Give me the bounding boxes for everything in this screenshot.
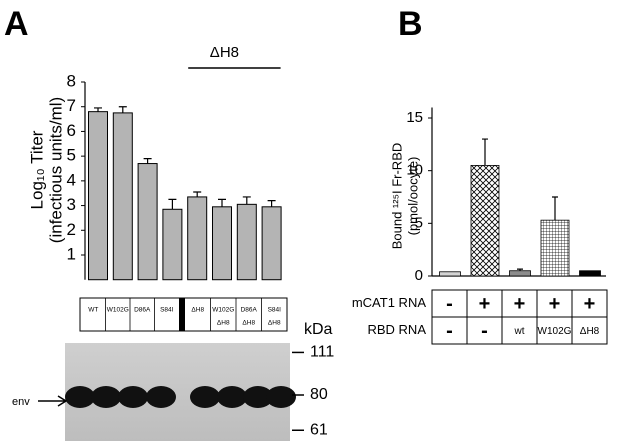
bar xyxy=(162,208,183,281)
cell-text: + xyxy=(479,293,491,315)
group-label: ΔH8 xyxy=(210,44,239,61)
marker-label: 111 xyxy=(310,344,334,361)
bar xyxy=(236,203,257,281)
marker-label: 61 xyxy=(310,421,328,438)
error-bar xyxy=(118,106,127,113)
bar xyxy=(212,206,232,281)
row-label: RBD RNA xyxy=(367,322,426,337)
y-axis-label: (infectious units/ml) xyxy=(46,97,65,243)
band xyxy=(266,386,296,408)
error-bar xyxy=(168,198,177,210)
error-bar xyxy=(482,138,488,166)
bar xyxy=(112,112,133,281)
marker-label: 80 xyxy=(310,386,328,403)
lane-label: ΔH8 xyxy=(268,320,281,327)
error-bar xyxy=(218,198,226,207)
band xyxy=(243,386,273,408)
bar xyxy=(540,219,570,277)
bar xyxy=(261,206,282,281)
lane-divider xyxy=(179,298,185,331)
lane-label: D86A xyxy=(241,307,258,314)
error-bar xyxy=(143,158,152,164)
lane-label: W102G xyxy=(107,307,129,314)
error-bar xyxy=(193,191,202,197)
y-tick-label: 3 xyxy=(67,195,76,214)
cell-text: - xyxy=(481,320,488,342)
cell-text: + xyxy=(584,293,596,315)
y-axis-label: Log₁₀ Titer xyxy=(27,130,46,209)
y-axis-label: (pmol/oocyte) xyxy=(405,157,420,236)
lane-label: env xyxy=(12,396,30,408)
lane-label: ΔH8 xyxy=(242,320,255,327)
band xyxy=(65,386,95,408)
lane-label: ΔH8 xyxy=(191,307,204,314)
lane-label: WT xyxy=(88,307,98,314)
y-tick-label: 2 xyxy=(67,220,76,239)
error-bar xyxy=(517,268,523,271)
lane-label: S84I xyxy=(268,307,282,314)
y-tick-label: 8 xyxy=(67,71,76,90)
band xyxy=(91,386,121,408)
bar xyxy=(509,270,531,277)
unit-label: kDa xyxy=(304,321,333,338)
cell-text: + xyxy=(514,293,526,315)
y-tick-label: 7 xyxy=(67,96,76,115)
cell-text: - xyxy=(446,320,453,342)
bar xyxy=(579,270,601,277)
y-tick-label: 1 xyxy=(67,244,76,263)
error-bar xyxy=(552,196,558,221)
band xyxy=(217,386,247,408)
arrow xyxy=(38,395,68,407)
error-bar xyxy=(267,200,276,207)
error-bar xyxy=(94,107,102,112)
y-tick-label: 4 xyxy=(67,170,76,189)
panel-label: B xyxy=(398,5,423,43)
cell-text: + xyxy=(549,293,561,315)
band xyxy=(118,386,148,408)
y-tick-label: 5 xyxy=(415,214,423,231)
lane-label: S84I xyxy=(160,307,174,314)
lane-label: W102G xyxy=(212,307,234,314)
bar xyxy=(439,271,461,277)
band xyxy=(190,386,220,408)
y-tick-label: 10 xyxy=(406,162,423,179)
bar xyxy=(88,111,108,281)
y-tick-label: 6 xyxy=(67,121,76,140)
band xyxy=(146,386,176,408)
cell-text: - xyxy=(446,293,453,315)
cell-text: W102G xyxy=(538,326,572,337)
bar xyxy=(187,196,208,281)
row-label: mCAT1 RNA xyxy=(352,295,426,310)
y-tick-label: 0 xyxy=(415,267,423,284)
cell-text: ΔH8 xyxy=(580,326,600,337)
bar xyxy=(137,163,158,281)
y-axis-label: Bound ¹²⁵I Fr-RBD xyxy=(389,143,404,250)
bar xyxy=(470,164,500,277)
lane-label: ΔH8 xyxy=(217,320,230,327)
y-tick-label: 15 xyxy=(406,109,423,126)
y-tick-label: 5 xyxy=(67,146,76,165)
lane-label: D86A xyxy=(134,307,151,314)
panel-label: A xyxy=(4,5,29,43)
cell-text: wt xyxy=(514,326,525,337)
error-bar xyxy=(242,196,251,205)
